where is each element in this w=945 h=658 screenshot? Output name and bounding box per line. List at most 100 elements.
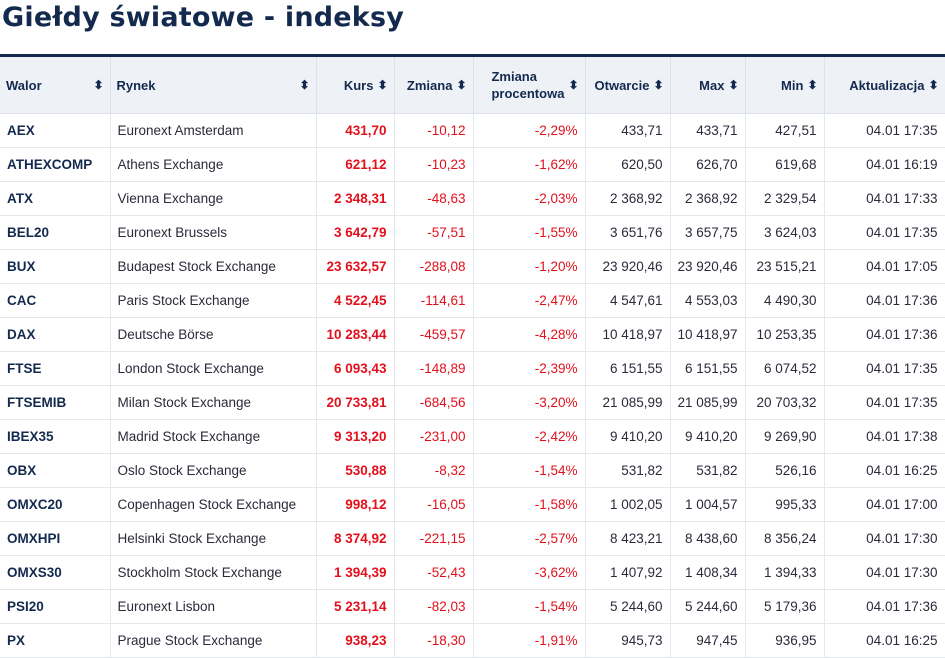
- column-label-line1: Zmiana: [491, 69, 537, 84]
- cell-max: 1 408,34: [670, 555, 746, 590]
- table-row[interactable]: OMXC20 Copenhagen Stock Exchange 998,12 -16…: [0, 487, 945, 522]
- column-label: Walor: [6, 77, 42, 93]
- cell-symbol[interactable]: OMXC20: [0, 487, 111, 522]
- sort-updown-icon[interactable]: ⬍: [728, 78, 739, 92]
- sort-updown-icon[interactable]: ⬍: [93, 78, 104, 92]
- cell-change-percent: -1,62%: [473, 147, 586, 182]
- cell-max: 5 244,60: [670, 589, 746, 624]
- table-row[interactable]: DAX Deutsche Börse 10 283,44 -459,57 -4,28% 1…: [0, 317, 945, 352]
- cell-change: -8,32: [394, 453, 474, 488]
- cell-symbol[interactable]: PX: [0, 623, 111, 658]
- table-row[interactable]: OMXHPI Helsinki Stock Exchange 8 374,92 -22…: [0, 521, 945, 556]
- page-title: Giełdy światowe - indeksy: [2, 2, 405, 33]
- table-row[interactable]: FTSE London Stock Exchange 6 093,43 -148,89…: [0, 351, 945, 386]
- table-row[interactable]: BEL20 Euronext Brussels 3 642,79 -57,51 -1,5…: [0, 215, 945, 250]
- sort-updown-icon[interactable]: ⬍: [928, 78, 939, 92]
- cell-symbol[interactable]: ATX: [0, 181, 111, 216]
- column-header-otwarcie[interactable]: Otwarcie ⬍: [585, 54, 671, 114]
- cell-min: 936,95: [745, 623, 825, 658]
- column-label: Rynek: [116, 77, 156, 93]
- cell-change-percent: -1,54%: [473, 589, 586, 624]
- cell-symbol[interactable]: OMXHPI: [0, 521, 111, 556]
- cell-updated: 04.01 17:35: [824, 113, 945, 148]
- cell-symbol[interactable]: ATHEXCOMP: [0, 147, 111, 182]
- table-row[interactable]: ATX Vienna Exchange 2 348,31 -48,63 -2,03% 2 …: [0, 181, 945, 216]
- cell-market: Milan Stock Exchange: [110, 385, 317, 420]
- table-row[interactable]: PX Prague Stock Exchange 938,23 -18,30 -1,91…: [0, 623, 945, 658]
- cell-change: -52,43: [394, 555, 474, 590]
- cell-change-percent: -1,54%: [473, 453, 586, 488]
- cell-price: 1 394,39: [316, 555, 395, 590]
- cell-price: 20 733,81: [316, 385, 395, 420]
- cell-updated: 04.01 17:00: [824, 487, 945, 522]
- cell-price: 4 522,45: [316, 283, 395, 318]
- cell-symbol[interactable]: FTSE: [0, 351, 111, 386]
- table-row[interactable]: PSI20 Euronext Lisbon 5 231,14 -82,03 -1,54%…: [0, 589, 945, 624]
- column-header-min[interactable]: Min ⬍: [745, 54, 825, 114]
- cell-market: Deutsche Börse: [110, 317, 317, 352]
- cell-open: 620,50: [585, 147, 671, 182]
- column-header-zmiana-procentowa[interactable]: Zmiana procentowa ⬍: [473, 54, 586, 114]
- table-row[interactable]: OMXS30 Stockholm Stock Exchange 1 394,39 -5…: [0, 555, 945, 590]
- cell-change: -459,57: [394, 317, 474, 352]
- table-row[interactable]: AEX Euronext Amsterdam 431,70 -10,12 -2,29% 4…: [0, 113, 945, 148]
- cell-symbol[interactable]: IBEX35: [0, 419, 111, 454]
- table-row[interactable]: ATHEXCOMP Athens Exchange 621,12 -10,23 -1,6…: [0, 147, 945, 182]
- cell-open: 9 410,20: [585, 419, 671, 454]
- cell-change-percent: -2,39%: [473, 351, 586, 386]
- cell-market: Paris Stock Exchange: [110, 283, 317, 318]
- sort-updown-icon[interactable]: ⬍: [299, 78, 310, 92]
- column-header-aktualizacja[interactable]: Aktualizacja ⬍: [824, 54, 945, 114]
- cell-symbol[interactable]: BUX: [0, 249, 111, 284]
- cell-open: 433,71: [585, 113, 671, 148]
- table-row[interactable]: BUX Budapest Stock Exchange 23 632,57 -288,…: [0, 249, 945, 284]
- cell-price: 6 093,43: [316, 351, 395, 386]
- cell-symbol[interactable]: OMXS30: [0, 555, 111, 590]
- table-row[interactable]: IBEX35 Madrid Stock Exchange 9 313,20 -231,…: [0, 419, 945, 454]
- cell-open: 1 002,05: [585, 487, 671, 522]
- sort-updown-icon[interactable]: ⬍: [456, 78, 467, 92]
- sort-updown-icon[interactable]: ⬍: [568, 78, 579, 92]
- cell-market: Euronext Amsterdam: [110, 113, 317, 148]
- table-row[interactable]: CAC Paris Stock Exchange 4 522,45 -114,61 -2…: [0, 283, 945, 318]
- table-row[interactable]: FTSEMIB Milan Stock Exchange 20 733,81 -684…: [0, 385, 945, 420]
- column-label: Max: [699, 77, 725, 93]
- column-header-walor[interactable]: Walor ⬍: [0, 54, 111, 114]
- cell-change-percent: -2,29%: [473, 113, 586, 148]
- column-header-kurs[interactable]: Kurs ⬍: [316, 54, 395, 114]
- table-row[interactable]: OBX Oslo Stock Exchange 530,88 -8,32 -1,54% 5…: [0, 453, 945, 488]
- cell-max: 947,45: [670, 623, 746, 658]
- cell-market: Euronext Lisbon: [110, 589, 317, 624]
- cell-min: 4 490,30: [745, 283, 825, 318]
- cell-updated: 04.01 17:30: [824, 555, 945, 590]
- cell-min: 5 179,36: [745, 589, 825, 624]
- cell-price: 2 348,31: [316, 181, 395, 216]
- cell-change-percent: -4,28%: [473, 317, 586, 352]
- cell-updated: 04.01 17:33: [824, 181, 945, 216]
- cell-symbol[interactable]: AEX: [0, 113, 111, 148]
- column-header-max[interactable]: Max ⬍: [670, 54, 746, 114]
- cell-symbol[interactable]: FTSEMIB: [0, 385, 111, 420]
- cell-symbol[interactable]: CAC: [0, 283, 111, 318]
- cell-change: -114,61: [394, 283, 474, 318]
- column-label: Zmiana procentowa: [491, 68, 564, 102]
- cell-symbol[interactable]: PSI20: [0, 589, 111, 624]
- cell-open: 4 547,61: [585, 283, 671, 318]
- cell-max: 4 553,03: [670, 283, 746, 318]
- cell-symbol[interactable]: DAX: [0, 317, 111, 352]
- column-header-zmiana[interactable]: Zmiana ⬍: [394, 54, 474, 114]
- cell-updated: 04.01 17:36: [824, 317, 945, 352]
- sort-updown-icon[interactable]: ⬍: [807, 78, 818, 92]
- cell-open: 5 244,60: [585, 589, 671, 624]
- cell-market: Vienna Exchange: [110, 181, 317, 216]
- column-header-rynek[interactable]: Rynek ⬍: [110, 54, 317, 114]
- cell-max: 23 920,46: [670, 249, 746, 284]
- cell-max: 3 657,75: [670, 215, 746, 250]
- sort-updown-icon[interactable]: ⬍: [653, 78, 664, 92]
- cell-updated: 04.01 17:35: [824, 385, 945, 420]
- cell-market: London Stock Exchange: [110, 351, 317, 386]
- sort-updown-icon[interactable]: ⬍: [377, 78, 388, 92]
- cell-symbol[interactable]: OBX: [0, 453, 111, 488]
- cell-symbol[interactable]: BEL20: [0, 215, 111, 250]
- cell-price: 530,88: [316, 453, 395, 488]
